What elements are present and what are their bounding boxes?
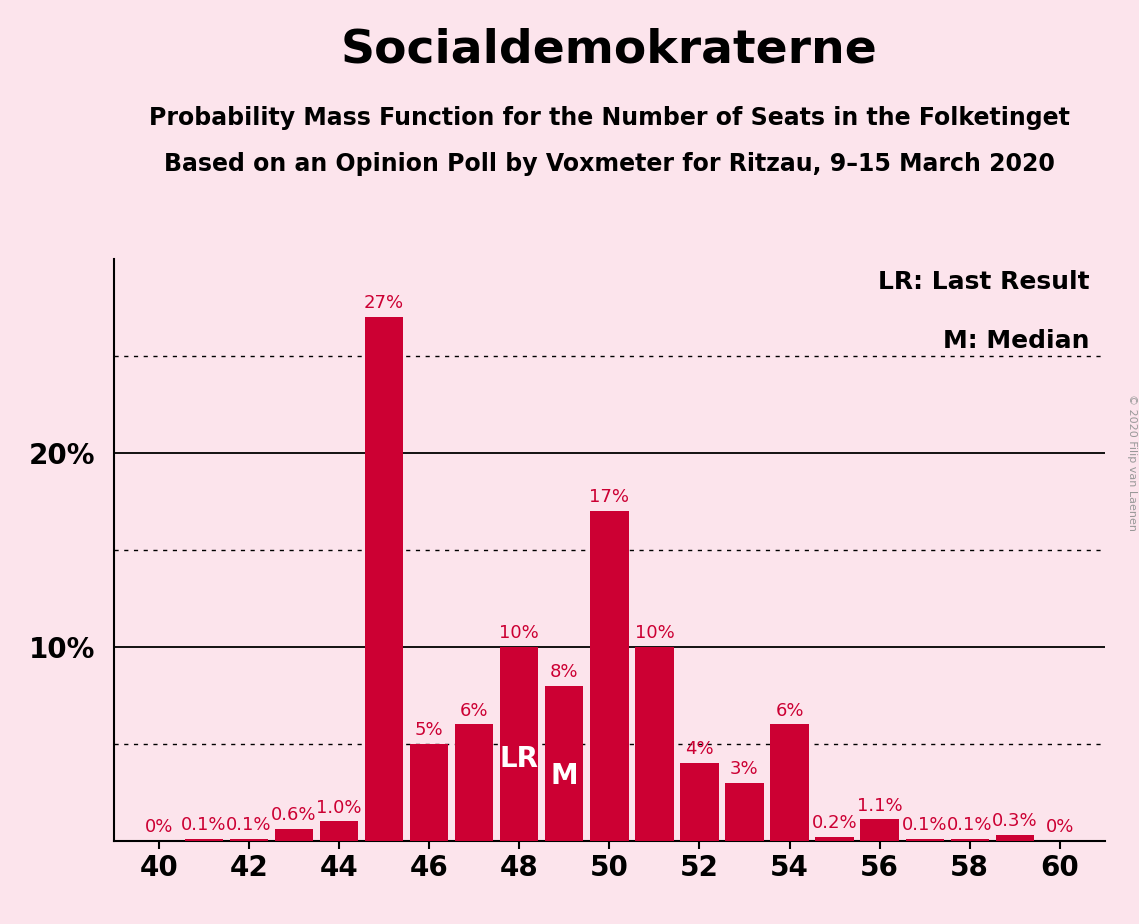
Text: 27%: 27% <box>364 294 404 312</box>
Text: 0.2%: 0.2% <box>812 814 858 833</box>
Bar <box>320 821 359 841</box>
Text: 0%: 0% <box>145 818 173 836</box>
Text: LR: Last Result: LR: Last Result <box>878 271 1090 295</box>
Text: 1.0%: 1.0% <box>317 798 362 817</box>
Bar <box>364 317 403 841</box>
Text: 0.1%: 0.1% <box>227 816 272 834</box>
Text: 6%: 6% <box>460 701 489 720</box>
Text: 0.6%: 0.6% <box>271 807 317 824</box>
Bar <box>860 820 899 841</box>
Bar <box>590 511 629 841</box>
Bar <box>456 724 493 841</box>
Bar <box>546 686 583 841</box>
Bar <box>680 763 719 841</box>
Text: 10%: 10% <box>499 624 539 642</box>
Text: LR: LR <box>500 746 539 773</box>
Text: © 2020 Filip van Laenen: © 2020 Filip van Laenen <box>1126 394 1137 530</box>
Text: 1.1%: 1.1% <box>857 796 902 815</box>
Bar <box>995 835 1034 841</box>
Bar <box>770 724 809 841</box>
Bar <box>906 839 944 841</box>
Text: 0%: 0% <box>1046 818 1074 836</box>
Text: Based on an Opinion Poll by Voxmeter for Ritzau, 9–15 March 2020: Based on an Opinion Poll by Voxmeter for… <box>164 152 1055 176</box>
Bar <box>636 647 673 841</box>
Text: 0.1%: 0.1% <box>902 816 948 834</box>
Text: 8%: 8% <box>550 663 579 681</box>
Bar <box>500 647 539 841</box>
Text: 0.3%: 0.3% <box>992 812 1038 830</box>
Text: M: M <box>550 761 579 790</box>
Text: 0.1%: 0.1% <box>947 816 992 834</box>
Bar <box>185 839 223 841</box>
Text: M: Median: M: Median <box>943 329 1090 353</box>
Text: 6%: 6% <box>776 701 804 720</box>
Text: 3%: 3% <box>730 760 759 778</box>
Text: 5%: 5% <box>415 721 443 739</box>
Text: Socialdemokraterne: Socialdemokraterne <box>341 28 878 73</box>
Bar <box>274 829 313 841</box>
Text: 4%: 4% <box>686 740 714 759</box>
Bar <box>816 837 854 841</box>
Text: Probability Mass Function for the Number of Seats in the Folketinget: Probability Mass Function for the Number… <box>149 106 1070 130</box>
Bar <box>230 839 268 841</box>
Bar <box>410 744 449 841</box>
Text: 0.1%: 0.1% <box>181 816 227 834</box>
Bar <box>726 783 763 841</box>
Text: 17%: 17% <box>589 488 630 506</box>
Bar <box>951 839 989 841</box>
Text: 10%: 10% <box>634 624 674 642</box>
